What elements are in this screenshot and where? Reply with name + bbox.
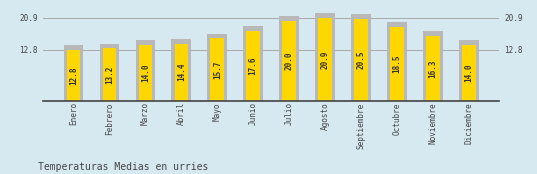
Text: 12.8: 12.8 — [69, 66, 78, 85]
Text: 15.7: 15.7 — [213, 60, 222, 79]
Bar — [387, 22, 407, 101]
Text: Temperaturas Medias en urries: Temperaturas Medias en urries — [38, 162, 208, 172]
Text: 14.0: 14.0 — [141, 64, 150, 82]
Bar — [282, 21, 296, 101]
Text: 20.0: 20.0 — [285, 52, 294, 70]
Bar — [279, 16, 299, 101]
Bar — [100, 44, 119, 101]
Bar — [351, 14, 371, 101]
Text: 18.5: 18.5 — [393, 55, 402, 73]
Bar — [246, 31, 260, 101]
Bar — [318, 18, 332, 101]
Bar — [211, 38, 224, 101]
Bar — [390, 27, 404, 101]
Bar — [64, 45, 83, 101]
Text: 13.2: 13.2 — [105, 65, 114, 84]
Text: 17.6: 17.6 — [249, 57, 258, 75]
Text: 14.4: 14.4 — [177, 63, 186, 81]
Bar — [67, 50, 81, 101]
Bar — [103, 48, 117, 101]
Bar — [207, 34, 227, 101]
Text: 14.0: 14.0 — [465, 64, 473, 82]
Bar — [315, 13, 335, 101]
Bar — [423, 31, 442, 101]
Bar — [243, 26, 263, 101]
Text: 16.3: 16.3 — [429, 59, 437, 78]
Text: 20.5: 20.5 — [357, 51, 366, 69]
Bar — [459, 40, 478, 101]
Text: 20.9: 20.9 — [321, 50, 330, 69]
Bar — [139, 45, 153, 101]
Bar — [354, 19, 368, 101]
Bar — [462, 45, 476, 101]
Bar — [171, 39, 191, 101]
Bar — [426, 36, 440, 101]
Bar — [135, 40, 155, 101]
Bar — [175, 44, 188, 101]
